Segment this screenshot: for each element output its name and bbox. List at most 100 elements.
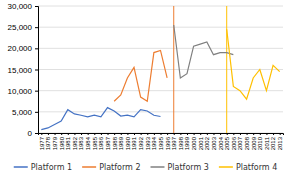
- x-tick-label: 1987: [105, 136, 111, 150]
- y-tick-label: 15,000: [8, 66, 33, 75]
- x-tick: 1981: [65, 133, 71, 150]
- x-tick-mark: [68, 133, 69, 135]
- grid-line: [38, 27, 283, 28]
- x-tick: 2011: [264, 133, 270, 150]
- x-tick: 1988: [112, 133, 118, 150]
- x-tick-mark: [180, 133, 181, 135]
- vertical-line: [226, 6, 227, 133]
- x-tick-label: 1982: [72, 136, 78, 150]
- x-tick-mark: [260, 133, 261, 135]
- x-tick-mark: [114, 133, 115, 135]
- x-tick-label: 2002: [204, 136, 210, 150]
- y-tick-mark: [35, 70, 38, 71]
- legend-swatch: [82, 166, 96, 168]
- x-tick-label: 1979: [52, 136, 58, 150]
- x-tick: 1978: [45, 133, 51, 150]
- legend-item: Platform 2: [82, 163, 140, 172]
- x-tick-mark: [121, 133, 122, 135]
- y-tick: 15,000: [8, 66, 38, 75]
- x-tick-label: 2000: [191, 136, 197, 150]
- x-tick-label: 1983: [78, 136, 84, 150]
- x-tick: 1983: [78, 133, 84, 150]
- y-tick-mark: [35, 133, 38, 134]
- x-tick: 2008: [244, 133, 250, 150]
- x-tick-mark: [273, 133, 274, 135]
- y-axis-line: [35, 7, 39, 134]
- x-tick-label: 1981: [65, 136, 71, 150]
- x-tick-mark: [127, 133, 128, 135]
- x-tick: 1991: [131, 133, 137, 150]
- x-tick: 1987: [105, 133, 111, 150]
- x-tick-label: 1996: [165, 136, 171, 150]
- grid-line: [38, 69, 283, 70]
- x-tick-label: 2004: [218, 136, 224, 150]
- grid: [38, 6, 283, 133]
- x-tick-label: 1984: [85, 136, 91, 150]
- x-tick: 2010: [257, 133, 263, 150]
- x-tick: 1985: [92, 133, 98, 150]
- x-tick-label: 2003: [211, 136, 217, 150]
- x-tick-label: 1977: [39, 136, 45, 150]
- x-tick: 2002: [204, 133, 210, 150]
- x-tick: 1994: [151, 133, 157, 150]
- x-tick-label: 1998: [178, 136, 184, 150]
- grid-line: [38, 6, 283, 7]
- x-tick-label: 1997: [171, 136, 177, 150]
- x-tick-label: 2009: [251, 136, 257, 150]
- x-tick-label: 2008: [244, 136, 250, 150]
- x-tick: 1998: [178, 133, 184, 150]
- y-axis: 05,00010,00015,00020,00025,00030,000: [8, 2, 39, 138]
- x-tick-mark: [74, 133, 75, 135]
- x-tick: 1996: [165, 133, 171, 150]
- grid-line: [38, 111, 283, 112]
- series-line: [41, 108, 160, 130]
- x-tick: 1977: [39, 133, 45, 150]
- x-tick-mark: [88, 133, 89, 135]
- y-tick: 0: [28, 129, 38, 138]
- y-tick-label: 10,000: [8, 87, 33, 96]
- x-tick-mark: [41, 133, 42, 135]
- x-tick: 1997: [171, 133, 177, 150]
- x-tick-label: 1980: [59, 136, 65, 150]
- x-tick-label: 2001: [198, 136, 204, 150]
- legend-swatch: [14, 166, 28, 168]
- x-tick-label: 1985: [92, 136, 98, 150]
- x-tick-label: 1988: [112, 136, 118, 150]
- legend-swatch: [219, 166, 233, 168]
- x-tick: 2009: [251, 133, 257, 150]
- grid-line: [38, 90, 283, 91]
- series-line: [227, 29, 280, 99]
- y-tick: 20,000: [8, 44, 38, 53]
- x-tick-label: 2005: [224, 136, 230, 150]
- x-tick-mark: [81, 133, 82, 135]
- legend-label: Platform 4: [236, 163, 277, 172]
- chart: 05,00010,00015,00020,00025,00030,0001977…: [0, 0, 291, 173]
- legend-item: Platform 4: [219, 163, 277, 172]
- y-tick: 30,000: [8, 2, 38, 11]
- x-tick-mark: [161, 133, 162, 135]
- series-line: [114, 50, 167, 101]
- legend-item: Platform 3: [151, 163, 209, 172]
- x-tick-mark: [101, 133, 102, 135]
- plot: 05,00010,00015,00020,00025,00030,0001977…: [8, 2, 284, 150]
- x-tick: 2007: [237, 133, 243, 150]
- x-tick-mark: [200, 133, 201, 135]
- x-tick-mark: [194, 133, 195, 135]
- x-tick-mark: [61, 133, 62, 135]
- legend-label: Platform 1: [31, 163, 72, 172]
- x-tick-label: 1978: [45, 136, 51, 150]
- x-tick-mark: [220, 133, 221, 135]
- x-tick-mark: [280, 133, 281, 135]
- y-tick: 25,000: [8, 23, 38, 32]
- x-tick-label: 1992: [138, 136, 144, 150]
- x-tick-label: 1995: [158, 136, 164, 150]
- x-tick: 2003: [211, 133, 217, 150]
- y-tick-mark: [35, 27, 38, 28]
- x-tick: 2012: [270, 133, 276, 150]
- x-tick: 1980: [59, 133, 65, 150]
- x-tick-label: 2007: [237, 136, 243, 150]
- x-tick-mark: [247, 133, 248, 135]
- x-tick-mark: [187, 133, 188, 135]
- x-tick-mark: [253, 133, 254, 135]
- marks: [41, 6, 279, 133]
